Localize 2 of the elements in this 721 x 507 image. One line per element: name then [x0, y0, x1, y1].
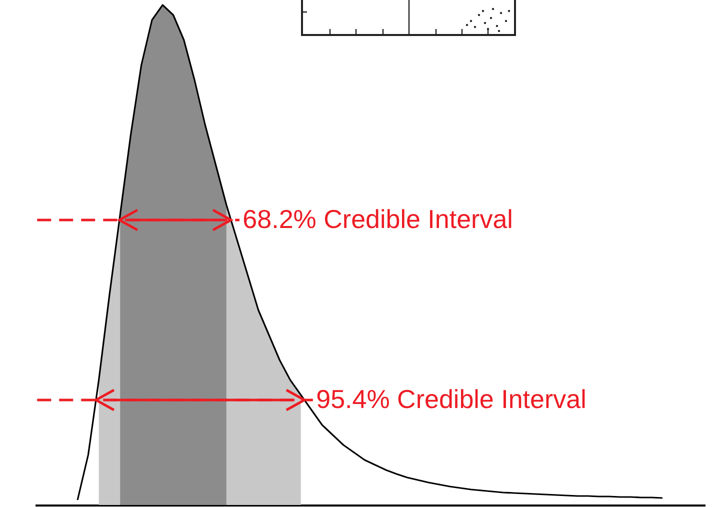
ref-line-label: 95.4% Credible Interval	[316, 384, 586, 414]
ref-line-label: 68.2% Credible Interval	[242, 204, 513, 234]
